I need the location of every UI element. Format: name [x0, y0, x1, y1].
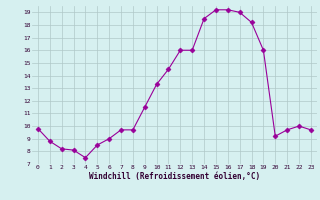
X-axis label: Windchill (Refroidissement éolien,°C): Windchill (Refroidissement éolien,°C)	[89, 172, 260, 181]
